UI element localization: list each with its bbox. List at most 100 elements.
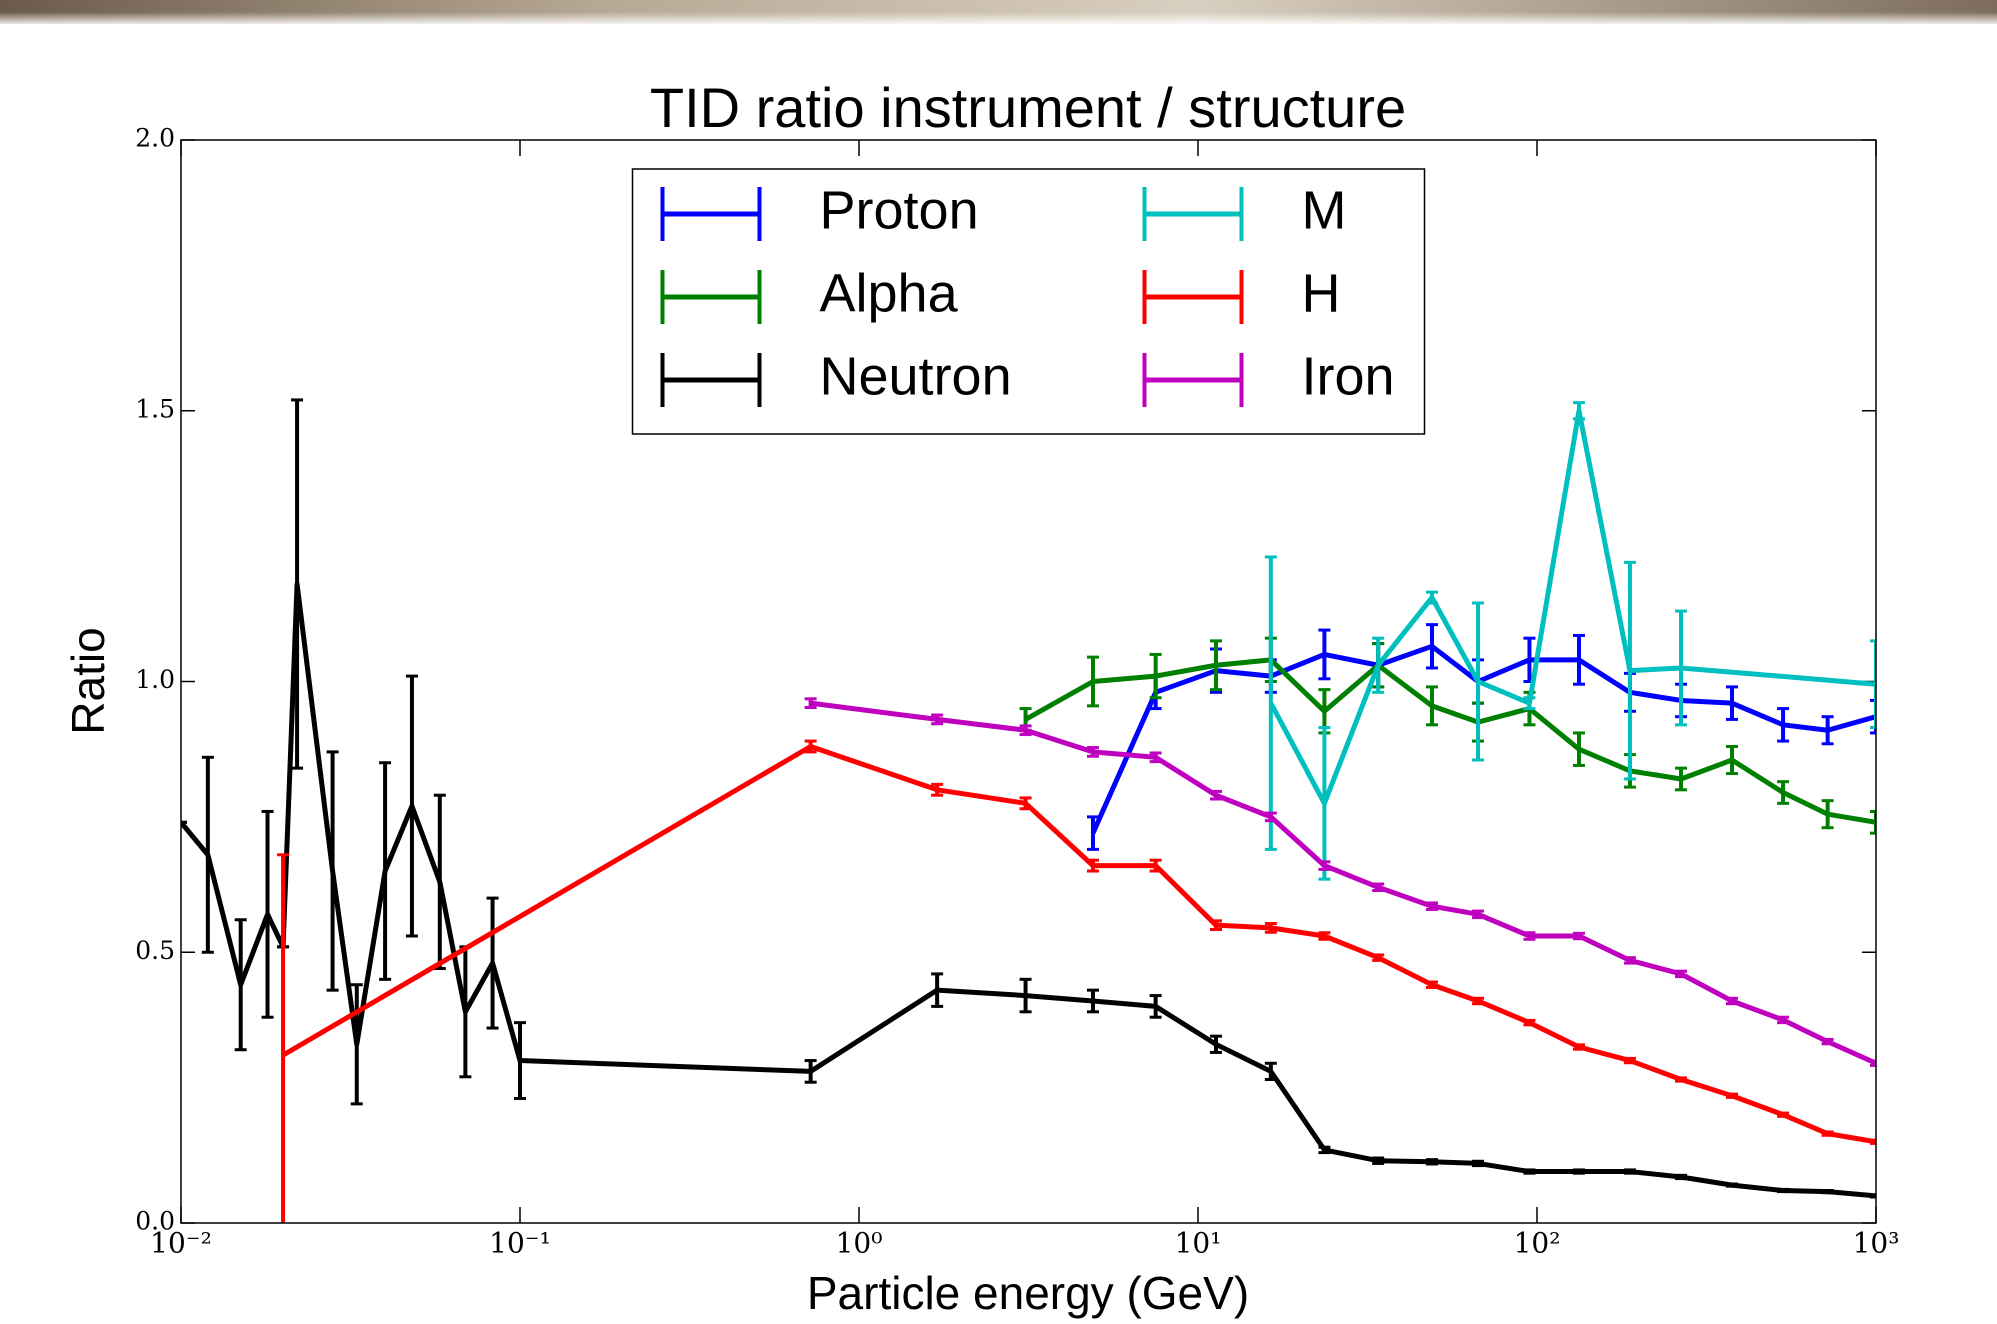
error-bar (326, 750, 339, 992)
legend-label: H (1302, 263, 1341, 323)
error-bar (1523, 931, 1536, 941)
x-tick-label: 10¹ (1175, 1227, 1222, 1260)
error-bar (1086, 858, 1099, 873)
legend-label: Proton (820, 180, 979, 240)
error-bar (1777, 1111, 1790, 1118)
error-bar (1019, 977, 1032, 1014)
error-bar (1523, 1168, 1536, 1175)
error-bar (1318, 628, 1331, 681)
error-bar (1572, 401, 1585, 421)
error-bar (1318, 860, 1331, 871)
error-bar (277, 853, 290, 1223)
error-bar (1675, 969, 1688, 979)
x-tick-label: 10² (1514, 1227, 1561, 1260)
error-bar (1870, 1193, 1876, 1199)
error-bar (1264, 555, 1277, 851)
error-bar (1777, 707, 1790, 743)
error-bar (1149, 994, 1162, 1019)
error-bar (1425, 1158, 1438, 1166)
error-bar (486, 896, 499, 1030)
error-bar (1209, 789, 1222, 801)
error-bar (1149, 858, 1162, 873)
error-bar (1725, 744, 1738, 776)
x-tick-label: 10⁻¹ (489, 1227, 551, 1260)
error-bar (433, 793, 446, 970)
error-bar (931, 972, 944, 1008)
chart-title: TID ratio instrument / structure (650, 76, 1406, 139)
error-bar (261, 809, 274, 1019)
y-tick-label: 1.0 (135, 665, 175, 694)
error-bar (1318, 726, 1331, 881)
error-bar (1372, 636, 1385, 694)
x-tick-label: 10⁰ (836, 1227, 883, 1260)
error-bar (804, 697, 817, 709)
error-bar (1870, 639, 1876, 730)
error-bar (1821, 1037, 1834, 1046)
error-bar (1725, 1092, 1738, 1099)
error-bar (1425, 901, 1438, 911)
legend-frame (631, 168, 1426, 435)
series-line (1090, 643, 1876, 835)
error-bar (405, 674, 418, 938)
error-bar (1572, 731, 1585, 767)
error-bar (201, 755, 214, 954)
error-bar (1086, 655, 1099, 708)
error-bar (1572, 1168, 1585, 1175)
x-tick-label: 10³ (1853, 1227, 1900, 1260)
error-bar (1523, 696, 1536, 711)
plot-frame (180, 139, 1877, 1224)
error-bar (1821, 715, 1834, 746)
error-bar (1870, 1059, 1876, 1067)
error-bar (931, 713, 944, 726)
error-bar (1523, 1018, 1536, 1027)
error-bar (1821, 1189, 1834, 1195)
error-bar (1870, 809, 1876, 835)
error-bar (1572, 1043, 1585, 1051)
error-bar (1777, 1015, 1790, 1025)
error-bar (1425, 685, 1438, 727)
error-bar (804, 739, 817, 754)
error-bar (1725, 996, 1738, 1006)
error-bar (514, 1021, 526, 1100)
y-tick-label: 1.5 (135, 394, 175, 423)
x-tick-label: 10⁻² (150, 1227, 212, 1260)
series-line (1268, 408, 1876, 806)
error-bar (1623, 1056, 1636, 1065)
error-bar (1318, 931, 1331, 941)
error-bar (1425, 980, 1438, 989)
error-bar (804, 1059, 817, 1084)
error-bar (1870, 698, 1876, 735)
error-bar (1086, 746, 1099, 758)
error-bar (1623, 956, 1636, 965)
error-bar (1725, 685, 1738, 721)
error-bar (1777, 1187, 1790, 1194)
error-bar (1675, 1173, 1688, 1181)
error-bar (1318, 1145, 1331, 1155)
error-bar (291, 398, 304, 770)
error-bar (1572, 633, 1585, 686)
error-bar (1821, 799, 1834, 830)
series-line (1024, 657, 1876, 825)
error-bar (1425, 623, 1438, 670)
error-bar (931, 782, 944, 797)
error-bar (1675, 1076, 1688, 1083)
legend-label: M (1302, 180, 1347, 240)
legend-label: Alpha (820, 263, 959, 323)
error-bar (1675, 609, 1688, 727)
y-tick-label: 2.0 (135, 124, 175, 153)
error-bar (1372, 882, 1385, 893)
error-bar (1472, 909, 1485, 920)
error-bar (1623, 560, 1636, 781)
error-bar (1472, 1159, 1485, 1168)
error-bar (1149, 652, 1162, 700)
error-bar (1572, 931, 1585, 941)
error-bar (459, 945, 472, 1079)
legend-label: Neutron (820, 346, 1012, 406)
error-bar (234, 918, 247, 1052)
error-bar (1019, 796, 1032, 811)
error-bar (1472, 601, 1485, 762)
error-bar (1372, 953, 1385, 962)
x-axis-label: Particle energy (GeV) (807, 1267, 1249, 1319)
